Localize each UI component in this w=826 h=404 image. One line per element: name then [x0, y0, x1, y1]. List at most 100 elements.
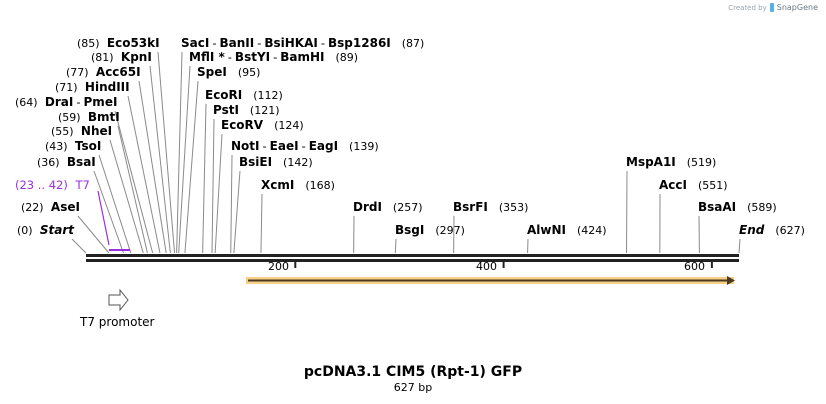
- enzyme-label-xcmi[interactable]: XcmI (168): [261, 178, 335, 193]
- enzyme-label-tsoi[interactable]: (43) TsoI: [45, 139, 101, 154]
- t7-primer-label[interactable]: (23 .. 42) T7: [15, 178, 90, 192]
- site-name: PstI: [213, 103, 239, 117]
- site-name: End: [739, 223, 765, 237]
- snapgene-logo-icon: [769, 3, 774, 12]
- site-position: (64): [15, 96, 38, 109]
- site-position: (81): [91, 51, 114, 64]
- enzyme-label-start[interactable]: (0) Start: [17, 223, 74, 238]
- site-position: (87): [401, 37, 425, 50]
- site-position: (121): [249, 104, 280, 117]
- site-name: Acc65I: [95, 65, 141, 79]
- name-separator: -: [76, 95, 81, 109]
- enzyme-label-asei[interactable]: (22) AseI: [21, 200, 80, 215]
- site-name: BmtI: [87, 110, 120, 124]
- cut-site-lines: [71, 51, 741, 254]
- name-separator: -: [212, 36, 217, 50]
- site-name: BsgI: [395, 223, 425, 237]
- site-position: (124): [274, 119, 304, 132]
- cut-line-dra1: [114, 110, 154, 254]
- enzyme-label-bmti[interactable]: (59) BmtI: [58, 110, 120, 125]
- enzyme-label-saci[interactable]: SacI - BanII - BsiHKAI - Bsp1286I (87): [181, 36, 424, 51]
- site-name: SpeI: [197, 65, 227, 79]
- site-position: (43): [45, 140, 68, 153]
- cut-line-ecorv: [214, 133, 223, 254]
- enzyme-label-dra1[interactable]: (64) DraI - PmeI: [15, 95, 117, 110]
- site-position: (257): [392, 201, 423, 214]
- site-position: (519): [686, 156, 717, 169]
- site-name: NotI: [231, 139, 260, 153]
- cut-line-acc65i: [138, 80, 167, 254]
- enzyme-label-bsaai[interactable]: BsaAI (589): [698, 200, 777, 215]
- cut-line-spei: [184, 80, 199, 254]
- site-position: (36): [37, 156, 60, 169]
- enzyme-label-drdi[interactable]: DrdI (257): [353, 200, 423, 215]
- t7-primer-bar[interactable]: [109, 249, 130, 251]
- site-name: KpnI: [120, 50, 152, 64]
- enzyme-label-kpni[interactable]: (81) KpnI: [91, 50, 152, 65]
- site-position: (77): [66, 66, 89, 79]
- t7-promoter-arrow-icon[interactable]: [108, 288, 129, 312]
- site-name: HindIII: [84, 80, 130, 94]
- t7-primer-name: T7: [75, 178, 90, 192]
- t7-primer-range: (23 .. 42): [15, 178, 68, 192]
- credit-prefix: Created by: [728, 3, 767, 12]
- cut-line-tsoi: [98, 154, 132, 254]
- ruler-ticks: [294, 262, 713, 268]
- cut-line-bsai: [93, 170, 124, 254]
- enzyme-label-bsiei[interactable]: BsiEI (142): [239, 155, 313, 170]
- credit-brand: SnapGene: [776, 3, 818, 12]
- enzyme-label-acc65i[interactable]: (77) Acc65I: [66, 65, 141, 80]
- enzyme-label-eco53ki[interactable]: (85) Eco53kI: [77, 36, 160, 51]
- enzyme-label-mfli[interactable]: MflI * - BstYI - BamHI (89): [189, 50, 358, 65]
- backbone-top-strand: [86, 254, 739, 257]
- site-name: MflI *: [189, 50, 225, 64]
- site-name: NheI: [80, 124, 113, 138]
- site-name: BsiHKAI: [264, 36, 318, 50]
- t7-promoter-label[interactable]: T7 promoter: [80, 315, 155, 329]
- site-name: AseI: [50, 200, 80, 214]
- enzyme-label-hindiii[interactable]: (71) HindIII: [55, 80, 130, 95]
- enzyme-label-ecorv[interactable]: EcoRV (124): [221, 118, 304, 133]
- site-position: (297): [435, 224, 465, 237]
- enzyme-label-noti[interactable]: NotI - EaeI - EagI (139): [231, 139, 379, 154]
- site-position: (59): [58, 111, 81, 124]
- cut-line-kpni: [149, 65, 171, 254]
- site-position: (22): [21, 201, 44, 214]
- enzyme-label-mspa1i[interactable]: MspA1I (519): [626, 155, 716, 170]
- site-position: (95): [237, 66, 261, 79]
- map-title: pcDNA3.1 CIM5 (Rpt-1) GFP: [303, 364, 523, 380]
- enzyme-label-spei[interactable]: SpeI (95): [197, 65, 260, 80]
- enzyme-label-acci[interactable]: AccI (551): [659, 178, 728, 193]
- enzyme-label-ecori[interactable]: EcoRI (112): [205, 88, 283, 103]
- site-position: (112): [253, 89, 283, 102]
- enzyme-label-bsai[interactable]: (36) BsaI: [37, 155, 96, 170]
- enzyme-label-bsgi[interactable]: BsgI (297): [395, 223, 465, 238]
- site-name: DrdI: [353, 200, 382, 214]
- cut-line-psti: [211, 118, 215, 254]
- cut-line-end: [738, 238, 741, 254]
- t7-primer-leader: [97, 190, 110, 246]
- cut-line-eco53ki: [157, 51, 176, 254]
- enzyme-label-end[interactable]: End (627): [739, 223, 805, 238]
- site-position: (85): [77, 37, 100, 50]
- orf-arrow-head: [727, 276, 735, 285]
- tick-label-400: 400: [476, 260, 497, 273]
- enzyme-label-bsrfi[interactable]: BsrFI (353): [453, 200, 528, 215]
- snapgene-credit: Created by SnapGene: [728, 3, 818, 12]
- cut-line-mfli: [178, 65, 191, 254]
- name-separator: -: [301, 139, 306, 153]
- enzyme-label-psti[interactable]: PstI (121): [213, 103, 280, 118]
- site-position: (168): [305, 179, 335, 192]
- map-length: 627 bp: [393, 381, 433, 394]
- enzyme-label-nhei[interactable]: (55) NheI: [51, 124, 112, 139]
- site-name: BsiEI: [239, 155, 273, 169]
- site-position: (71): [55, 81, 78, 94]
- tick-mark-200: [294, 262, 297, 268]
- cut-line-bsgi: [394, 238, 397, 254]
- cut-line-start: [71, 238, 87, 254]
- site-name: EcoRI: [205, 88, 243, 102]
- tick-mark-600: [710, 262, 713, 268]
- site-position: (627): [775, 224, 805, 237]
- enzyme-label-alwni[interactable]: AlwNI (424): [527, 223, 607, 238]
- site-name: SacI: [181, 36, 210, 50]
